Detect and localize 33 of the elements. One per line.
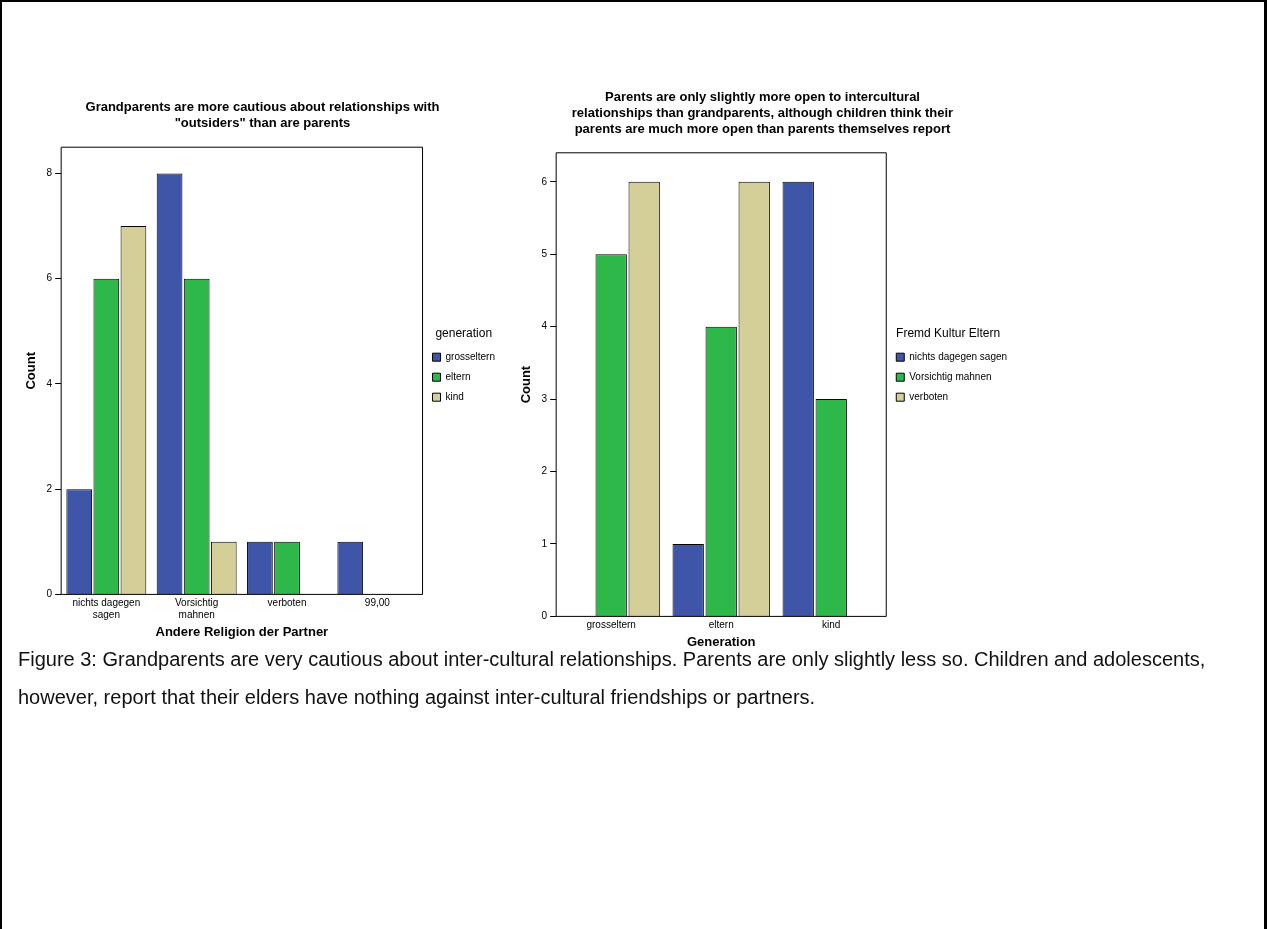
legend-label: nichts dagegen sagen bbox=[909, 350, 1008, 362]
y-tick-label: 6 bbox=[541, 175, 548, 187]
legend-label: eltern bbox=[445, 370, 471, 382]
x-tick-label: verboten bbox=[267, 597, 307, 609]
x-tick-label: Vorsichtig mahnen bbox=[175, 597, 219, 621]
chart-title: Grandparents are more cautious about relationships with "outsiders" than are parents bbox=[85, 99, 440, 130]
x-axis-title: Andere Religion der Partner bbox=[155, 623, 329, 639]
y-tick-label: 3 bbox=[541, 392, 548, 404]
legend-label: Vorsichtig mahnen bbox=[909, 370, 992, 382]
x-tick-label: grosseltern bbox=[586, 619, 636, 631]
y-tick-label: 0 bbox=[541, 610, 548, 622]
y-tick-label: 1 bbox=[541, 537, 548, 549]
y-tick-label: 4 bbox=[541, 320, 548, 332]
y-tick-label: 6 bbox=[46, 272, 53, 284]
legend-title: Fremd Kultur Eltern bbox=[896, 326, 1001, 341]
y-axis-title: Count bbox=[518, 365, 534, 404]
y-tick-label: 4 bbox=[46, 377, 53, 389]
legend-label: kind bbox=[445, 390, 464, 402]
chart-title: Parents are only slightly more open to intercultural relationships than grandparents, although children think their parents are much more open than parents themselves report bbox=[571, 89, 954, 136]
y-tick-label: 2 bbox=[46, 482, 53, 494]
legend-label: grosseltern bbox=[445, 350, 495, 362]
x-tick-label: eltern bbox=[708, 619, 734, 631]
y-tick-label: 0 bbox=[46, 588, 53, 600]
y-tick-label: 8 bbox=[46, 167, 53, 179]
y-axis-title: Count bbox=[23, 351, 39, 390]
x-axis-title: Generation bbox=[686, 633, 756, 649]
legend-label: verboten bbox=[909, 390, 949, 402]
legend-title: generation bbox=[435, 326, 493, 341]
y-tick-label: 5 bbox=[541, 247, 548, 259]
x-tick-label: 99,00 bbox=[364, 597, 391, 609]
x-tick-label: nichts dagegen sagen bbox=[72, 597, 141, 621]
y-tick-label: 2 bbox=[541, 465, 548, 477]
x-tick-label: kind bbox=[822, 619, 841, 631]
